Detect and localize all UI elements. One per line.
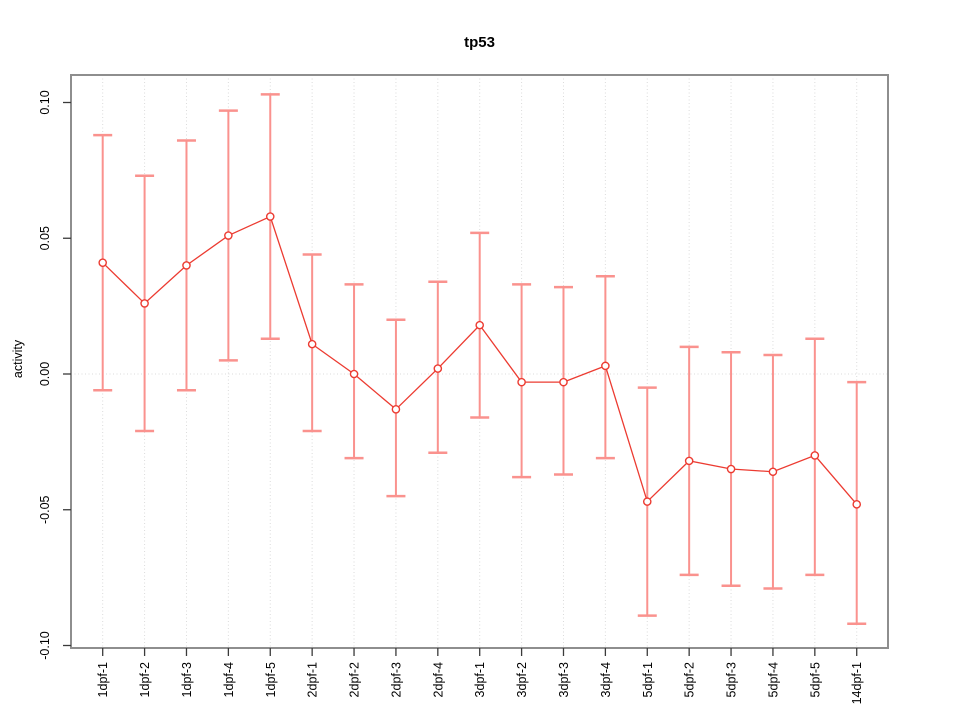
x-axis-tick-label: 2dpf-3 [389, 662, 403, 697]
x-axis-tick-label: 1dpf-3 [180, 662, 194, 697]
data-point [559, 377, 568, 387]
x-axis-tick-label: 2dpf-2 [348, 662, 362, 697]
x-axis-tick-label: 5dpf-4 [766, 662, 780, 697]
x-axis-tick-label: 1dpf-1 [96, 662, 110, 697]
data-point [98, 258, 107, 267]
data-point [601, 361, 610, 371]
data-point [433, 364, 443, 373]
data-point [391, 404, 401, 414]
y-axis-tick-label: 0.05 [38, 226, 52, 250]
data-point [182, 261, 191, 270]
y-axis-tick-label: 0.00 [38, 362, 52, 386]
x-axis-tick-label: 5dpf-5 [808, 662, 822, 697]
x-axis-tick-label: 1dpf-4 [222, 662, 236, 697]
data-point [140, 299, 149, 308]
data-point [517, 377, 526, 387]
data-point [642, 497, 652, 506]
x-axis-tick-label: 3dpf-3 [557, 662, 571, 697]
x-axis-tick-label: 3dpf-1 [473, 662, 487, 697]
y-axis-tick-label: -0.05 [38, 495, 52, 524]
x-axis-tick-label: 3dpf-4 [599, 662, 613, 697]
chart-title: tp53 [464, 34, 495, 51]
x-axis-tick-label: 5dpf-1 [641, 662, 655, 697]
data-point [307, 339, 317, 349]
data-point [475, 320, 485, 330]
x-axis-tick-label: 5dpf-2 [683, 662, 697, 697]
y-axis-label: activity [11, 339, 25, 379]
y-axis-tick-label: 0.10 [38, 90, 52, 114]
data-point [684, 456, 694, 466]
x-axis-tick-label: 3dpf-2 [515, 662, 529, 697]
x-axis-tick-label: 1dpf-5 [264, 662, 278, 697]
x-axis-tick-label: 5dpf-3 [725, 662, 739, 697]
x-axis-tick-label: 1dpf-2 [138, 662, 152, 697]
data-point [265, 212, 275, 221]
data-point [810, 451, 820, 460]
data-point [852, 500, 862, 509]
x-axis-tick-label: 2dpf-1 [306, 662, 320, 697]
y-axis-tick-label: -0.10 [38, 631, 52, 660]
data-point [768, 467, 778, 477]
data-point [349, 369, 359, 379]
data-point [224, 231, 233, 240]
x-axis-tick-label: 14dpf-1 [850, 662, 864, 704]
x-axis-tick-label: 2dpf-4 [431, 662, 445, 697]
data-point [726, 464, 736, 474]
